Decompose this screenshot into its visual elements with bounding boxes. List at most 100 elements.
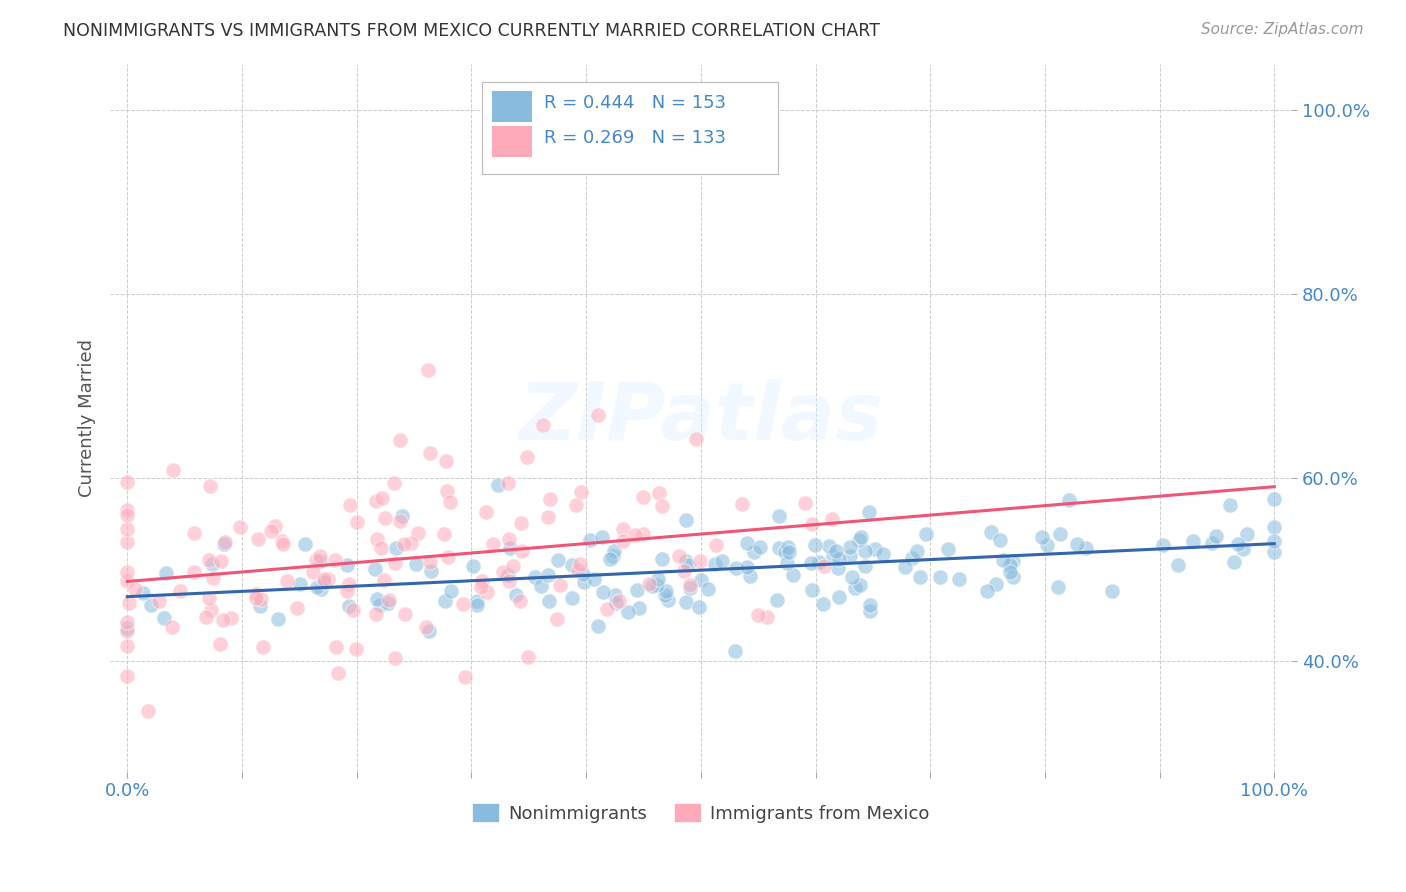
Point: [675, 513, 697, 527]
Point: [766, 592, 789, 607]
Point: [859, 598, 882, 612]
Point: [246, 532, 269, 546]
Point: [276, 574, 298, 588]
Point: [633, 526, 655, 541]
Point: [536, 568, 558, 582]
Point: [117, 475, 139, 489]
Point: [384, 556, 406, 570]
Point: [498, 476, 520, 491]
Point: [848, 533, 870, 547]
Point: [373, 574, 395, 588]
Point: [984, 577, 1007, 591]
Point: [141, 598, 163, 612]
Point: [162, 463, 184, 477]
Point: [491, 565, 513, 579]
Point: [264, 519, 287, 533]
Point: [385, 541, 408, 556]
Point: [679, 578, 702, 592]
Point: [364, 562, 387, 576]
Point: [382, 475, 405, 490]
Point: [510, 544, 533, 558]
Point: [1035, 538, 1057, 552]
Point: [704, 557, 727, 571]
Point: [737, 559, 759, 574]
Point: [392, 537, 415, 551]
Point: [654, 588, 676, 602]
Point: [1263, 545, 1285, 559]
Point: [496, 567, 519, 582]
Point: [419, 555, 441, 569]
Point: [1001, 570, 1024, 584]
Point: [440, 584, 463, 599]
Point: [673, 564, 696, 578]
Point: [195, 610, 218, 624]
Point: [502, 558, 524, 573]
Point: [675, 554, 697, 568]
Point: [976, 584, 998, 599]
Point: [309, 554, 332, 568]
Point: [153, 611, 176, 625]
Point: [872, 547, 894, 561]
Point: [617, 605, 640, 619]
Point: [531, 418, 554, 433]
Point: [645, 578, 668, 592]
Point: [679, 582, 702, 596]
Point: [841, 570, 863, 584]
Point: [641, 579, 664, 593]
Point: [638, 577, 661, 591]
Point: [894, 560, 917, 574]
Point: [221, 610, 243, 624]
Point: [209, 637, 232, 651]
Point: [271, 533, 294, 548]
Point: [811, 598, 834, 612]
Point: [1152, 538, 1174, 552]
Point: [647, 572, 669, 586]
Text: R = 0.444   N = 153: R = 0.444 N = 153: [544, 94, 725, 112]
Point: [290, 577, 312, 591]
Point: [136, 705, 159, 719]
Point: [824, 544, 846, 558]
Legend: Nonimmigrants, Immigrants from Mexico: Nonimmigrants, Immigrants from Mexico: [465, 797, 936, 830]
Text: R = 0.269   N = 133: R = 0.269 N = 133: [544, 129, 725, 147]
Point: [1181, 533, 1204, 548]
Point: [117, 574, 139, 588]
Point: [626, 583, 648, 598]
Point: [651, 552, 673, 566]
Point: [1049, 527, 1071, 541]
Point: [370, 541, 392, 556]
Point: [366, 592, 388, 607]
Point: [433, 593, 456, 607]
Point: [433, 527, 456, 541]
Point: [724, 561, 747, 575]
Point: [323, 553, 346, 567]
Point: [1066, 537, 1088, 551]
Point: [599, 552, 621, 566]
Point: [1219, 498, 1241, 512]
Point: [499, 541, 522, 555]
Point: [1031, 530, 1053, 544]
Point: [437, 550, 460, 565]
Point: [117, 534, 139, 549]
Point: [858, 505, 880, 519]
Y-axis label: Currently Married: Currently Married: [79, 339, 96, 497]
Point: [302, 565, 325, 579]
Point: [849, 530, 872, 544]
Point: [827, 561, 849, 575]
Point: [155, 566, 177, 580]
Point: [742, 545, 765, 559]
Point: [245, 591, 267, 606]
Point: [1263, 533, 1285, 548]
Point: [117, 624, 139, 638]
Point: [998, 565, 1021, 579]
Point: [567, 563, 589, 577]
Point: [1232, 541, 1254, 556]
Point: [775, 556, 797, 570]
Point: [605, 596, 627, 610]
Point: [169, 583, 191, 598]
Point: [294, 537, 316, 551]
Point: [391, 509, 413, 524]
Point: [624, 528, 647, 542]
Point: [592, 585, 614, 599]
Point: [342, 603, 364, 617]
Point: [245, 587, 267, 601]
